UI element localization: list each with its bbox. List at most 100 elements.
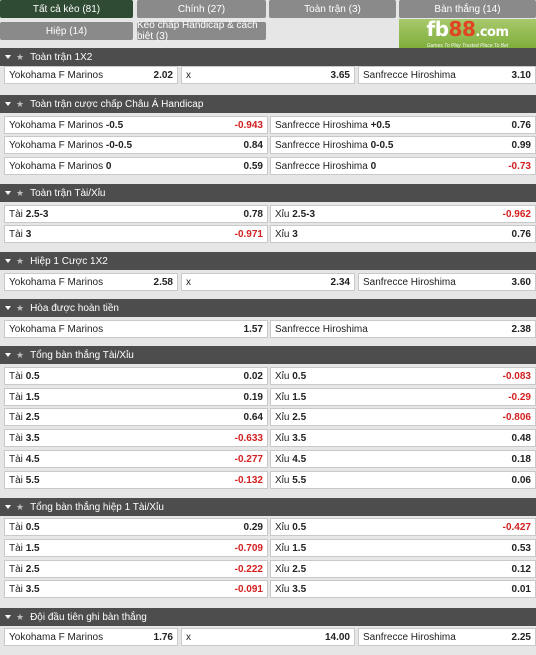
chevron-down-icon[interactable] (5, 190, 11, 196)
tab-half[interactable]: Hiệp (14) (0, 22, 133, 40)
star-icon[interactable]: ★ (16, 611, 25, 622)
odds-value: -0.083 (502, 370, 531, 382)
handicap-line: 0 (105, 160, 112, 172)
odds-cell[interactable]: Xỉu 2.5 -0.806 (270, 408, 536, 426)
handicap-line: 0.5 (25, 521, 40, 533)
odds-cell[interactable]: x 2.34 (181, 273, 355, 291)
odds-cell[interactable]: Yokohama F Marinos -0.5 -0.943 (4, 116, 268, 134)
odds-cell[interactable]: Tài 5.5 -0.132 (4, 471, 268, 489)
section-header[interactable]: ★ Tổng bàn thắng hiệp 1 Tài/Xỉu (0, 498, 536, 516)
odds-cell[interactable]: Tài 1.5 0.19 (4, 388, 268, 406)
odds-cell[interactable]: Yokohama F Marinos 2.58 (4, 273, 178, 291)
odds-cell[interactable]: Sanfrecce Hiroshima 2.38 (270, 320, 536, 338)
odds-cell[interactable]: Tài 0.5 0.02 (4, 367, 268, 385)
odds-value: -0.73 (508, 160, 531, 172)
odds-cell[interactable]: Tài 4.5 -0.277 (4, 450, 268, 468)
handicap-line: 3 (25, 228, 32, 240)
tab-full-match[interactable]: Toàn trận (3) (269, 0, 396, 18)
odds-value: 0.06 (511, 474, 531, 486)
odds-cell[interactable]: Xỉu 1.5 0.53 (270, 539, 536, 557)
selection-label: Sanfrecce Hiroshima (363, 69, 456, 81)
section-header[interactable]: ★ Tổng bàn thắng Tài/Xỉu (0, 346, 536, 364)
odds-cell[interactable]: Yokohama F Marinos 1.57 (4, 320, 268, 338)
odds-cell[interactable]: Xỉu 0.5 -0.427 (270, 518, 536, 536)
odds-cell[interactable]: Xỉu 2.5-3 -0.962 (270, 205, 536, 223)
odds-cell[interactable]: Sanfrecce Hiroshima 2.25 (358, 628, 536, 646)
odds-cell[interactable]: Tài 3.5 -0.633 (4, 429, 268, 447)
odds-cell[interactable]: Yokohama F Marinos -0-0.5 0.84 (4, 136, 268, 154)
star-icon[interactable]: ★ (16, 349, 25, 360)
section-header[interactable]: ★ Hiệp 1 Cược 1X2 (0, 252, 536, 270)
section-header[interactable]: ★ Toàn trận 1X2 (0, 48, 536, 66)
selection-label: Xỉu 1.5 (275, 391, 307, 403)
tab-handicap[interactable]: Kèo chấp Handicap & cách biệt (3) (137, 20, 266, 42)
odds-row: Tài 0.5 0.29 Xỉu 0.5 -0.427 (0, 518, 536, 536)
selection-label: Xỉu 3.5 (275, 583, 307, 595)
selection-label: Yokohama F Marinos (9, 323, 104, 335)
odds-cell[interactable]: Tài 0.5 0.29 (4, 518, 268, 536)
odds-cell[interactable]: Tài 3 -0.971 (4, 225, 268, 243)
odds-row: Tài 0.5 0.02 Xỉu 0.5 -0.083 (0, 367, 536, 385)
chevron-down-icon[interactable] (5, 305, 11, 311)
selection-label: Yokohama F Marinos -0.5 (9, 119, 124, 131)
odds-cell[interactable]: Yokohama F Marinos 0 0.59 (4, 157, 268, 175)
odds-cell[interactable]: Sanfrecce Hiroshima 0-0.5 0.99 (270, 136, 536, 154)
odds-cell[interactable]: Xỉu 0.5 -0.083 (270, 367, 536, 385)
chevron-down-icon[interactable] (5, 54, 11, 60)
selection-label: Yokohama F Marinos (9, 276, 104, 288)
handicap-line: 3.5 (292, 583, 307, 595)
section-header[interactable]: ★ Toàn trận Tài/Xỉu (0, 184, 536, 202)
odds-cell[interactable]: Xỉu 5.5 0.06 (270, 471, 536, 489)
odds-row: Tài 1.5 -0.709 Xỉu 1.5 0.53 (0, 539, 536, 557)
chevron-down-icon[interactable] (5, 101, 11, 107)
odds-value: 1.76 (153, 631, 173, 643)
odds-cell[interactable]: Tài 2.5 0.64 (4, 408, 268, 426)
odds-cell[interactable]: Tài 1.5 -0.709 (4, 539, 268, 557)
star-icon[interactable]: ★ (16, 51, 25, 62)
odds-cell[interactable]: Xỉu 2.5 0.12 (270, 560, 536, 578)
odds-value: 0.48 (511, 432, 531, 444)
odds-row: Tài 3.5 -0.633 Xỉu 3.5 0.48 (0, 429, 536, 447)
chevron-down-icon[interactable] (5, 258, 11, 264)
chevron-down-icon[interactable] (5, 614, 11, 620)
odds-cell[interactable]: Xỉu 3.5 0.48 (270, 429, 536, 447)
section-title: Đội đầu tiên ghi bàn thắng (30, 611, 147, 623)
fb88-logo[interactable]: fb88.com Games To Play Trusted Place To … (399, 19, 536, 49)
odds-value: 0.76 (511, 228, 531, 240)
odds-cell[interactable]: Xỉu 3.5 0.01 (270, 580, 536, 598)
section-header[interactable]: ★ Hòa được hoàn tiền (0, 299, 536, 317)
odds-cell[interactable]: x 14.00 (181, 628, 355, 646)
odds-cell[interactable]: Xỉu 3 0.76 (270, 225, 536, 243)
odds-value: 0.53 (511, 542, 531, 554)
odds-cell[interactable]: Yokohama F Marinos 2.02 (4, 66, 178, 84)
odds-cell[interactable]: Sanfrecce Hiroshima 3.60 (358, 273, 536, 291)
selection-label: Tài 2.5 (9, 411, 40, 423)
star-icon[interactable]: ★ (16, 501, 25, 512)
odds-cell[interactable]: Tài 3.5 -0.091 (4, 580, 268, 598)
section-header[interactable]: ★ Toàn trận cược chấp Châu Á Handicap (0, 95, 536, 113)
section-header[interactable]: ★ Đội đầu tiên ghi bàn thắng (0, 608, 536, 626)
odds-cell[interactable]: x 3.65 (181, 66, 355, 84)
star-icon[interactable]: ★ (16, 255, 25, 266)
odds-cell[interactable]: Sanfrecce Hiroshima 0 -0.73 (270, 157, 536, 175)
tab-all-markets[interactable]: Tất cả kèo (81) (0, 0, 133, 18)
star-icon[interactable]: ★ (16, 98, 25, 109)
odds-cell[interactable]: Tài 2.5 -0.222 (4, 560, 268, 578)
odds-cell[interactable]: Xỉu 4.5 0.18 (270, 450, 536, 468)
odds-cell[interactable]: Sanfrecce Hiroshima 3.10 (358, 66, 536, 84)
odds-cell[interactable]: Yokohama F Marinos 1.76 (4, 628, 178, 646)
chevron-down-icon[interactable] (5, 352, 11, 358)
handicap-line: 3.5 (292, 432, 307, 444)
odds-cell[interactable]: Sanfrecce Hiroshima +0.5 0.76 (270, 116, 536, 134)
section-title: Tổng bàn thắng Tài/Xỉu (30, 349, 134, 361)
star-icon[interactable]: ★ (16, 187, 25, 198)
tab-main[interactable]: Chính (27) (137, 0, 266, 18)
handicap-line: 1.5 (25, 542, 40, 554)
star-icon[interactable]: ★ (16, 302, 25, 313)
chevron-down-icon[interactable] (5, 504, 11, 510)
odds-cell[interactable]: Tài 2.5-3 0.78 (4, 205, 268, 223)
odds-cell[interactable]: Xỉu 1.5 -0.29 (270, 388, 536, 406)
tab-goals[interactable]: Bàn thắng (14) (399, 0, 536, 18)
selection-label: Sanfrecce Hiroshima +0.5 (275, 119, 391, 131)
odds-row: Tài 5.5 -0.132 Xỉu 5.5 0.06 (0, 471, 536, 489)
